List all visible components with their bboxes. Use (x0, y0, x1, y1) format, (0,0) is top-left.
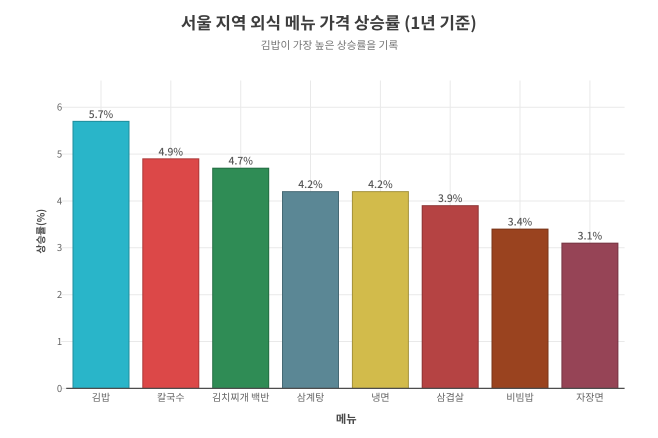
svg-text:4.2%: 4.2% (368, 176, 393, 191)
svg-text:삼겹살: 삼겹살 (436, 389, 464, 404)
svg-text:0: 0 (57, 381, 62, 395)
svg-text:5.7%: 5.7% (89, 106, 114, 121)
svg-text:2: 2 (57, 287, 62, 301)
svg-text:4: 4 (57, 193, 62, 207)
svg-text:3.4%: 3.4% (508, 214, 533, 229)
svg-text:1: 1 (57, 334, 62, 348)
svg-text:냉면: 냉면 (371, 389, 389, 404)
svg-text:서울 지역 외식 메뉴 가격 상승률 (1년 기준): 서울 지역 외식 메뉴 가격 상승률 (1년 기준) (181, 10, 477, 34)
svg-text:김치찌개 백반: 김치찌개 백반 (212, 389, 269, 404)
svg-text:김밥: 김밥 (92, 389, 110, 404)
svg-text:4.2%: 4.2% (298, 176, 323, 191)
svg-text:비빔밥: 비빔밥 (506, 389, 534, 404)
svg-text:4.7%: 4.7% (228, 153, 253, 168)
svg-text:6: 6 (57, 100, 62, 114)
svg-text:칼국수: 칼국수 (157, 389, 185, 404)
svg-text:메뉴: 메뉴 (336, 411, 357, 427)
svg-text:5: 5 (57, 147, 62, 161)
svg-text:3.9%: 3.9% (438, 190, 463, 205)
svg-text:자장면: 자장면 (576, 389, 604, 404)
svg-text:3.1%: 3.1% (578, 228, 603, 243)
svg-text:상승률(%): 상승률(%) (33, 209, 48, 254)
svg-text:김밥이 가장 높은 상승률을 기록: 김밥이 가장 높은 상승률을 기록 (261, 38, 399, 53)
svg-text:4.9%: 4.9% (159, 143, 184, 158)
svg-text:3: 3 (57, 240, 62, 254)
svg-text:삼계탕: 삼계탕 (297, 389, 325, 404)
